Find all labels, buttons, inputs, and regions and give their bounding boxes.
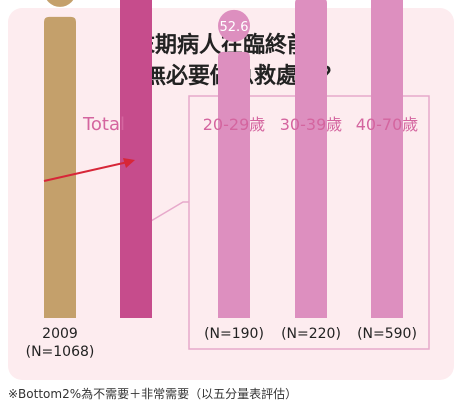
sample-size-label-40-70: (N=590) bbox=[357, 326, 417, 342]
bar-total bbox=[120, 0, 152, 318]
bar-30-39 bbox=[295, 0, 327, 318]
chart-footnote: ※Bottom2%為不需要＋非常需要（以五分量表評估） bbox=[8, 387, 298, 401]
sample-size-label-2009: (N=1068) bbox=[26, 344, 95, 360]
age-group-callout-line bbox=[150, 201, 189, 222]
trend-arrow-head bbox=[123, 158, 135, 168]
sample-size-label-20-29: (N=190) bbox=[204, 326, 264, 342]
bar-2009 bbox=[44, 16, 76, 319]
value-bubble-20-29 bbox=[218, 9, 250, 42]
category-label-40-70: 40-70歲 bbox=[356, 115, 419, 134]
value-bubble-2009 bbox=[46, 0, 74, 7]
sample-size-label-30-39: (N=220) bbox=[281, 326, 341, 342]
category-label-30-39: 30-39歲 bbox=[280, 115, 343, 134]
bar-40-70 bbox=[371, 0, 403, 318]
trend-arrow-line bbox=[43, 161, 129, 182]
value-label-20-29: 52.6 bbox=[220, 20, 249, 35]
bar-20-29 bbox=[218, 51, 250, 319]
category-label-2009: 2009 bbox=[42, 326, 78, 342]
group-label-total: Total bbox=[82, 114, 125, 135]
category-label-20-29: 20-29歲 bbox=[203, 115, 266, 134]
